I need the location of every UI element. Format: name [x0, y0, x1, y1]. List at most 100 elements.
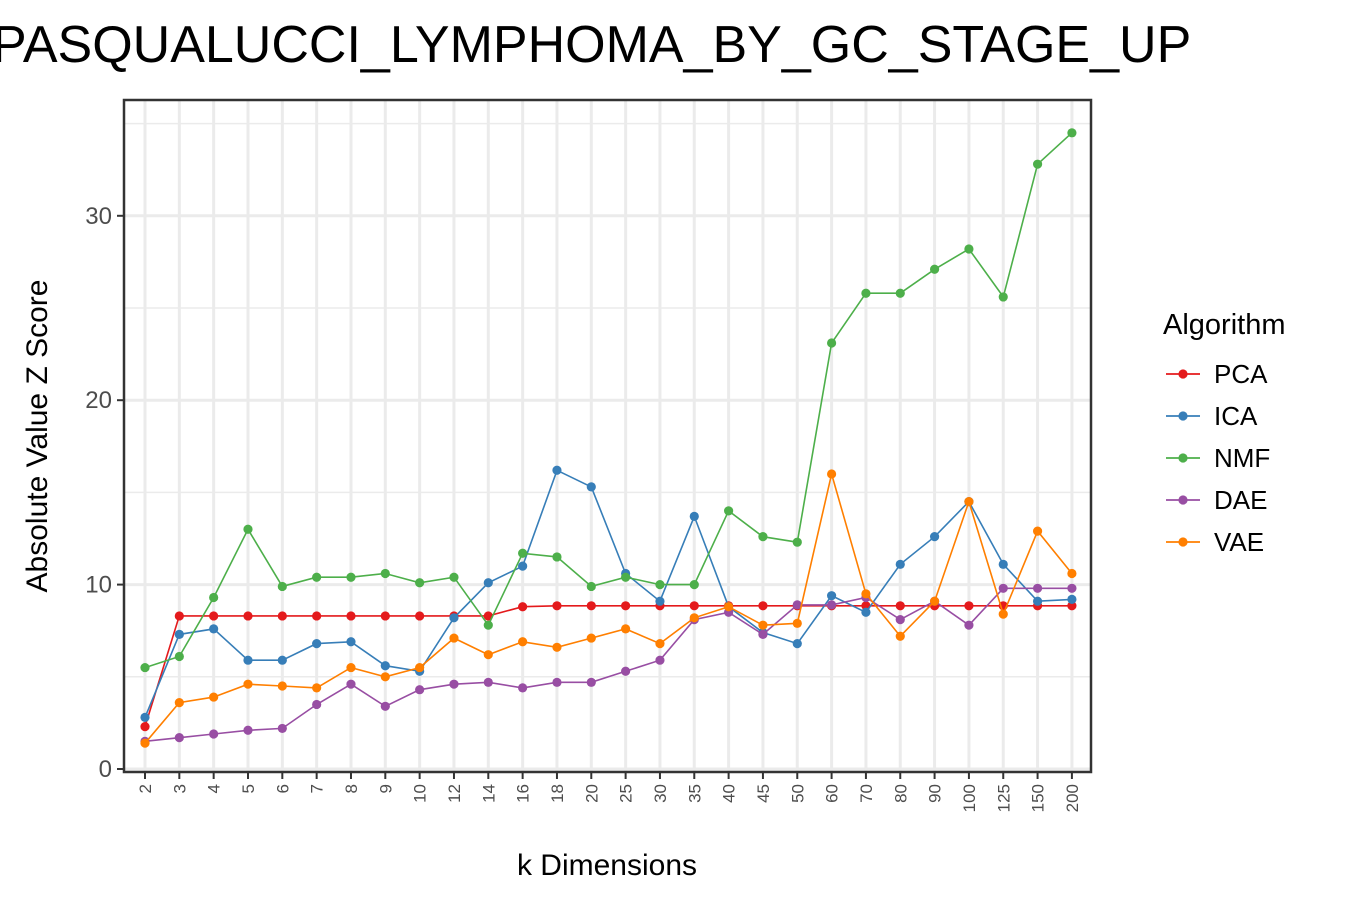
data-point-vae: [758, 620, 768, 630]
series-nmf: [140, 128, 1077, 673]
x-tick-label: 2: [136, 784, 155, 793]
data-point-dae: [209, 729, 219, 739]
x-tick-label: 10: [411, 784, 430, 803]
data-point-nmf: [209, 592, 219, 603]
data-point-dae: [792, 600, 802, 610]
data-point-ica: [380, 661, 390, 671]
x-tick-label: 40: [720, 784, 739, 803]
data-point-nmf: [277, 581, 287, 592]
data-point-nmf: [964, 244, 974, 254]
data-point-dae: [621, 666, 631, 676]
data-point-ica: [483, 578, 493, 588]
legend-item-dae: DAE: [1166, 485, 1267, 515]
series-ica: [140, 465, 1077, 722]
data-point-nmf: [689, 580, 699, 590]
data-point-vae: [621, 624, 631, 634]
x-axis-ticks: 2 3 4 5 6 7 8 9 10 12 14 16 18 20 25 30 35 40 45 50 60 70 80 90…: [136, 772, 1082, 812]
data-point-vae: [552, 642, 562, 652]
data-point-nmf: [380, 568, 390, 579]
data-point-ica: [586, 482, 596, 492]
data-point-nmf: [586, 581, 596, 592]
data-point-vae: [449, 633, 459, 643]
data-point-dae: [655, 655, 665, 665]
data-point-pca: [758, 601, 768, 611]
data-point-vae: [209, 692, 219, 702]
data-point-vae: [346, 662, 356, 673]
data-point-vae: [827, 469, 837, 479]
legend-key-point: [1178, 369, 1188, 379]
data-point-vae: [140, 738, 150, 748]
data-point-nmf: [998, 292, 1008, 302]
data-point-ica: [518, 561, 528, 571]
data-point-vae: [895, 631, 905, 641]
data-point-pca: [174, 611, 184, 621]
data-point-pca: [209, 611, 219, 621]
data-point-nmf: [346, 572, 356, 582]
data-point-nmf: [1032, 159, 1043, 169]
data-point-dae: [380, 701, 390, 711]
data-point-nmf: [792, 537, 802, 547]
data-point-pca: [346, 611, 356, 621]
data-point-pca: [277, 611, 287, 621]
data-point-nmf: [724, 506, 734, 516]
legend-key-point: [1178, 495, 1188, 505]
data-point-nmf: [140, 662, 150, 673]
x-tick-label: 3: [170, 784, 189, 793]
data-point-vae: [998, 609, 1008, 619]
x-tick-label: 5: [239, 784, 258, 793]
data-point-ica: [174, 629, 184, 639]
data-point-dae: [415, 685, 425, 695]
data-point-ica: [1032, 596, 1043, 606]
x-tick-label: 20: [582, 784, 601, 803]
data-point-nmf: [895, 288, 905, 298]
data-point-nmf: [1067, 128, 1077, 138]
data-point-pca: [895, 601, 905, 611]
series-line-dae: [144, 587, 1072, 743]
data-point-ica: [277, 655, 287, 665]
x-tick-label: 100: [960, 784, 979, 812]
data-point-nmf: [929, 264, 940, 274]
data-point-nmf: [758, 532, 768, 542]
plot-background: [124, 100, 1091, 772]
data-point-ica: [929, 532, 940, 542]
x-tick-label: 125: [994, 784, 1013, 812]
data-point-nmf: [415, 578, 425, 588]
data-point-ica: [449, 613, 459, 623]
legend-key-point: [1178, 411, 1188, 421]
x-tick-label: 30: [651, 784, 670, 803]
data-point-dae: [483, 677, 493, 687]
legend-label: VAE: [1214, 527, 1264, 557]
data-point-vae: [929, 596, 940, 606]
data-point-pca: [380, 611, 390, 621]
legend-key-point: [1178, 453, 1188, 463]
series-vae: [140, 469, 1077, 748]
y-axis-ticks: 0 10 20 30: [85, 203, 124, 783]
series-line-nmf: [144, 132, 1073, 669]
x-tick-label: 25: [617, 784, 636, 803]
x-tick-label: 12: [445, 784, 464, 803]
x-tick-label: 45: [754, 784, 773, 803]
data-point-pca: [689, 601, 699, 611]
data-point-nmf: [483, 620, 493, 630]
series-layer: [140, 128, 1077, 748]
data-point-vae: [518, 637, 528, 647]
data-point-pca: [552, 601, 562, 611]
x-tick-label: 18: [548, 784, 567, 803]
data-point-vae: [415, 662, 425, 673]
data-point-ica: [998, 559, 1008, 569]
x-tick-label: 70: [857, 784, 876, 803]
data-point-ica: [1067, 594, 1077, 604]
y-tick-label: 30: [85, 203, 112, 230]
data-point-dae: [552, 677, 562, 687]
x-tick-label: 4: [205, 784, 224, 793]
x-tick-label: 9: [376, 784, 395, 793]
x-tick-label: 7: [308, 784, 327, 793]
y-tick-label: 0: [99, 756, 112, 783]
x-tick-label: 80: [891, 784, 910, 803]
data-point-nmf: [827, 338, 837, 348]
data-point-dae: [895, 615, 905, 625]
plot-border: [122, 98, 1093, 774]
data-point-pca: [312, 611, 322, 621]
data-point-vae: [1067, 568, 1077, 579]
